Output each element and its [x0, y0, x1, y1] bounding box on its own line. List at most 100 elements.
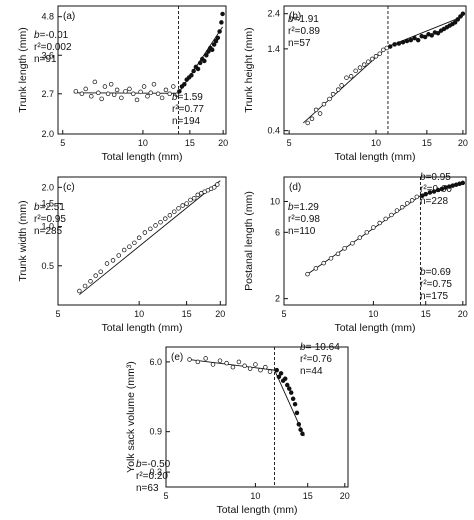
data-point-open — [350, 241, 355, 246]
fit-r2-text: r²=0.98 — [288, 214, 320, 225]
x-tick-label: 20 — [215, 309, 225, 319]
data-point-open — [210, 362, 216, 367]
data-point-open — [155, 91, 161, 97]
panel-label: (e) — [171, 352, 183, 363]
data-point-filled — [278, 371, 284, 376]
data-point-filled — [195, 66, 201, 72]
data-point-open — [82, 283, 88, 289]
data-point-open — [121, 247, 127, 253]
data-point-open — [361, 62, 367, 67]
data-point-open — [132, 240, 137, 246]
data-point-open — [399, 204, 405, 210]
y-tick-label: 3.6 — [41, 50, 54, 60]
data-point-open — [217, 358, 223, 363]
data-point-open — [404, 201, 410, 206]
fit-n-text: n=175 — [420, 291, 449, 302]
data-point-open — [377, 51, 382, 56]
data-point-filled — [189, 73, 194, 78]
data-point-open — [167, 91, 172, 97]
data-point-open — [176, 206, 181, 211]
data-point-filled — [423, 191, 428, 197]
x-tick-label: 15 — [422, 138, 432, 148]
y-tick-label: 2.0 — [41, 182, 54, 192]
x-tick-label: 15 — [421, 309, 431, 319]
chart-panel-4: 5 10 15 20 2 6 10 Total length (mm) Postanal len… — [243, 176, 468, 334]
x-tick-label: 5 — [55, 309, 60, 319]
y-tick-label: 6.0 — [149, 357, 162, 367]
data-point-open — [212, 185, 217, 190]
x-tick-label: 15 — [182, 309, 192, 319]
data-point-open — [148, 226, 153, 232]
y-axis-label: Trunk height (mm) — [243, 27, 255, 112]
y-tick-label: 2.7 — [41, 89, 54, 99]
data-point-filled — [422, 34, 428, 40]
data-point-open — [134, 97, 140, 103]
regression-line — [79, 180, 221, 296]
y-tick-label: 0.4 — [267, 126, 280, 136]
data-point-open — [344, 75, 349, 80]
y-tick-label: 10 — [270, 196, 280, 206]
chart-panel-3: 5 10 15 20 0.5 1.0 1.5 2.0 Total length (mm) Trun… — [17, 176, 227, 334]
fit-n-text: n=285 — [34, 226, 63, 237]
fit-slope-text: b=1.29 — [288, 202, 319, 213]
data-point-filled — [400, 39, 406, 45]
data-point-open — [174, 92, 180, 98]
data-point-filled — [182, 81, 187, 87]
data-point-open — [195, 192, 201, 198]
data-point-filled — [284, 382, 290, 388]
x-tick-label: 15 — [185, 138, 195, 148]
data-point-filled — [191, 68, 196, 74]
data-point-filled — [217, 29, 222, 34]
data-point-open — [371, 225, 376, 230]
data-point-open — [89, 94, 94, 99]
data-point-filled — [220, 11, 225, 17]
data-point-open — [258, 367, 263, 373]
data-point-filled — [292, 401, 298, 407]
data-point-filled — [274, 367, 280, 373]
data-point-open — [163, 216, 168, 221]
y-tick-label: 0.5 — [41, 261, 54, 271]
fit-n-text: n=57 — [288, 38, 311, 49]
data-point-open — [141, 84, 147, 89]
data-point-open — [92, 79, 98, 85]
data-point-open — [348, 74, 354, 79]
data-point-open — [389, 212, 394, 218]
data-point-open — [267, 369, 273, 374]
data-point-open — [364, 230, 370, 235]
data-point-open — [171, 84, 176, 89]
fit-slope-text: b=-10.64 — [300, 342, 340, 353]
data-point-filled — [435, 187, 441, 193]
data-point-open — [167, 213, 173, 218]
data-point-open — [142, 230, 148, 235]
data-point-open — [383, 216, 388, 222]
fit-slope-text: b=1.91 — [288, 14, 319, 25]
data-point-open — [187, 357, 192, 362]
x-axis-label: Total length (mm) — [101, 322, 182, 334]
data-point-open — [339, 83, 344, 88]
x-axis-label: Total length (mm) — [334, 322, 415, 334]
fit-r2-text: r²=0.89 — [288, 26, 320, 37]
y-tick-label: 0.3 — [149, 467, 162, 477]
data-point-open — [373, 54, 379, 59]
data-point-filled — [202, 58, 207, 64]
data-point-filled — [460, 180, 466, 186]
panel-label: (a) — [63, 11, 75, 22]
data-point-open — [394, 208, 400, 213]
panel-label: (c) — [63, 182, 75, 193]
regression-line — [387, 16, 464, 48]
data-point-filled — [452, 20, 458, 25]
data-point-filled — [429, 33, 435, 38]
data-point-open — [93, 273, 98, 278]
data-point-open — [172, 209, 177, 214]
data-point-open — [330, 91, 336, 97]
x-tick-label: 10 — [371, 138, 381, 148]
data-point-open — [215, 182, 220, 187]
data-point-open — [127, 86, 132, 92]
data-point-filled — [288, 390, 294, 395]
x-axis-label: Total length (mm) — [101, 151, 182, 163]
data-point-filled — [435, 30, 441, 36]
fit-slope-text: b=0.69 — [420, 267, 451, 278]
data-point-open — [305, 271, 310, 277]
data-point-open — [409, 198, 415, 203]
